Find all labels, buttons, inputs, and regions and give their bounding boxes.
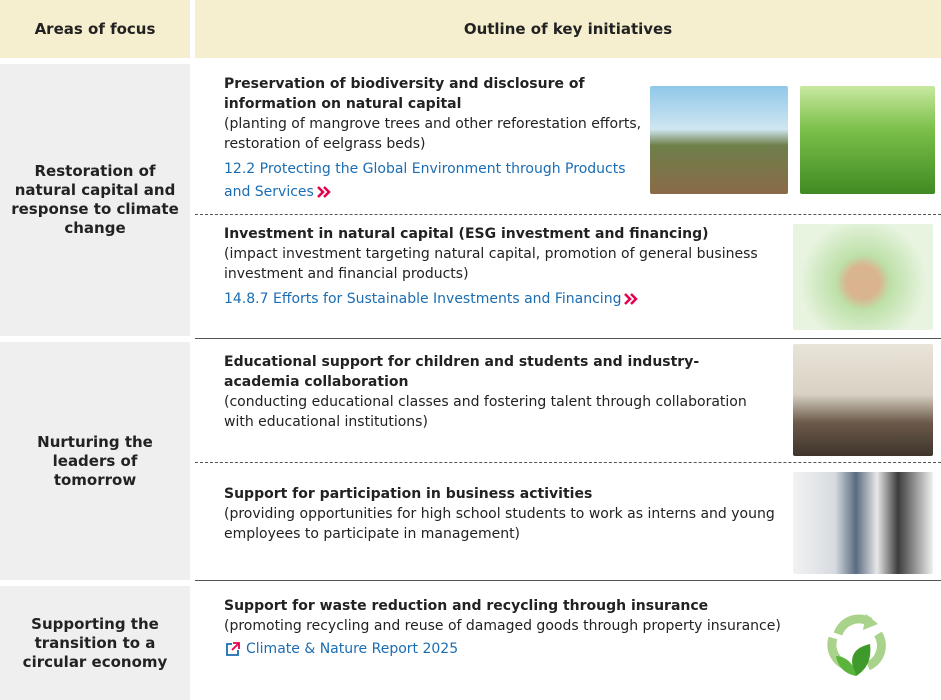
recycle-icon bbox=[827, 614, 886, 676]
link-arrow bbox=[624, 293, 639, 305]
external-link-icon bbox=[226, 642, 240, 656]
initiative-description: (impact investment targeting natural cap… bbox=[224, 246, 758, 282]
initiative-description: (conducting educational classes and fost… bbox=[224, 394, 747, 430]
divider bbox=[195, 462, 941, 463]
area-cell: Nurturing the leaders of tomorrow bbox=[0, 342, 190, 580]
header-cell: Outline of key initiatives bbox=[195, 0, 941, 58]
link-arrow bbox=[316, 186, 331, 198]
area: Restoration of natural capital and respo… bbox=[11, 162, 179, 237]
initiative: Preservation of biodiversity and disclos… bbox=[224, 74, 644, 204]
area: Supporting the transition to a circular … bbox=[22, 614, 168, 671]
area-cell: Restoration of natural capital and respo… bbox=[0, 64, 190, 336]
photo-classroom bbox=[793, 344, 933, 456]
divider bbox=[195, 580, 941, 581]
link-text[interactable]: 14.8.7 Efforts for Sustainable Investmen… bbox=[224, 291, 622, 307]
link[interactable]: 14.8.7 Efforts for Sustainable Investmen… bbox=[224, 288, 784, 311]
initiative-title: Support for waste reduction and recyclin… bbox=[224, 598, 709, 614]
header-cell: Areas of focus bbox=[0, 0, 190, 58]
initiative: Educational support for children and stu… bbox=[224, 352, 764, 432]
initiative: Support for participation in business ac… bbox=[224, 484, 784, 544]
initiative-description: (providing opportunities for high school… bbox=[224, 506, 775, 542]
header: Areas of focus bbox=[34, 20, 156, 38]
initiative: Investment in natural capital (ESG inves… bbox=[224, 224, 784, 311]
link[interactable]: 12.2 Protecting the Global Environment t… bbox=[224, 158, 644, 204]
area-cell: Supporting the transition to a circular … bbox=[0, 586, 190, 700]
photo-mangrove bbox=[650, 86, 788, 194]
initiative: Support for waste reduction and recyclin… bbox=[224, 596, 784, 661]
area: Nurturing the leaders of tomorrow bbox=[37, 432, 153, 489]
initiative-title: Educational support for children and stu… bbox=[224, 354, 700, 390]
photo-hands bbox=[793, 224, 933, 330]
link-text[interactable]: Climate & Nature Report 2025 bbox=[246, 641, 459, 657]
photo-office bbox=[793, 472, 933, 574]
initiative-description: (promoting recycling and reuse of damage… bbox=[224, 618, 781, 634]
divider bbox=[195, 338, 941, 339]
initiative-title: Preservation of biodiversity and disclos… bbox=[224, 76, 585, 112]
initiative-title: Support for participation in business ac… bbox=[224, 486, 593, 502]
photo-grass bbox=[800, 86, 935, 194]
divider bbox=[195, 214, 941, 215]
header: Outline of key initiatives bbox=[463, 20, 673, 38]
link[interactable]: Climate & Nature Report 2025 bbox=[224, 638, 784, 661]
link-text[interactable]: 12.2 Protecting the Global Environment t… bbox=[224, 161, 626, 200]
initiative-description: (planting of mangrove trees and other re… bbox=[224, 116, 642, 152]
initiative-title: Investment in natural capital (ESG inves… bbox=[224, 226, 709, 242]
